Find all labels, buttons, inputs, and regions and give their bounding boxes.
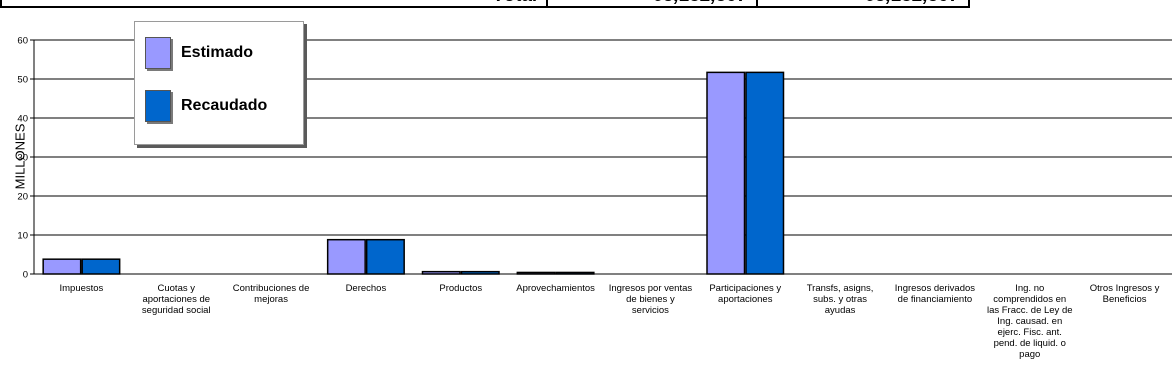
legend-item-estimado: Estimado — [145, 37, 253, 69]
legend-label-estimado: Estimado — [181, 44, 254, 61]
legend-label-recaudado: Recaudado — [181, 97, 268, 114]
x-tick-label: Ingresos derivados de financiamiento — [894, 283, 976, 305]
x-tick-label: Transfs, asigns, subs. y otras ayudas — [806, 283, 874, 316]
x-tick-label: Contribuciones de mejoras — [232, 283, 310, 305]
x-tick-label: Aprovechamientos — [516, 283, 595, 294]
x-tick-label: Impuestos — [59, 283, 104, 294]
y-tick-label: 60 — [17, 36, 28, 47]
x-tick-label: Otros Ingresos y Beneficios — [1089, 283, 1160, 305]
y-axis-label: MILLONES — [12, 123, 28, 190]
legend-swatch-estimado — [145, 37, 171, 69]
legend: Estimado Recaudado — [134, 21, 304, 145]
y-tick-label: 40 — [17, 114, 28, 125]
x-tick-label: Derechos — [345, 283, 387, 294]
bar-recaudado-3 — [365, 238, 405, 275]
bar-recaudado-4 — [460, 270, 500, 275]
x-tick-label: Ing. no comprendidos en las Fracc. de Le… — [986, 283, 1073, 360]
x-tick-label: Productos — [439, 283, 483, 294]
y-tick-label: 50 — [17, 75, 28, 86]
y-tick-label: 20 — [17, 192, 28, 203]
estimated-total: 65,152,597 — [548, 0, 758, 8]
legend-swatch-recaudado — [145, 90, 171, 122]
bar-estimado-4 — [421, 270, 461, 275]
total-label: Total — [0, 0, 548, 8]
y-tick-label: 30 — [17, 153, 28, 164]
y-tick-label: 0 — [23, 270, 28, 281]
y-tick-label: 10 — [17, 231, 28, 242]
bar-estimado-5 — [516, 271, 556, 275]
collected-total: 65,152,597 — [758, 0, 970, 8]
bar-recaudado-0 — [81, 258, 121, 275]
totals-row: Total 65,152,597 65,152,597 — [0, 0, 970, 8]
bar-estimado-0 — [42, 258, 82, 275]
x-tick-label: Participaciones y aportaciones — [709, 283, 782, 305]
x-tick-label: Ingresos por ventas de bienes y servicio… — [608, 283, 693, 316]
bar-recaudado-7 — [745, 71, 785, 275]
bar-estimado-3 — [326, 238, 366, 275]
bar-estimado-7 — [706, 71, 746, 275]
bar-recaudado-5 — [555, 271, 595, 275]
x-tick-label: Cuotas y aportaciones de seguridad socia… — [141, 283, 211, 316]
legend-item-recaudado: Recaudado — [145, 90, 267, 122]
